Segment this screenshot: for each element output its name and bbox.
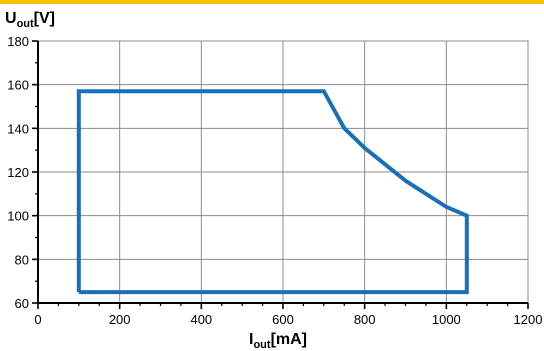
x-tick-label: 1000 <box>432 312 461 327</box>
x-tick-label: 1200 <box>514 312 543 327</box>
x-tick-label: 200 <box>109 312 131 327</box>
y-tick-label: 120 <box>7 165 29 180</box>
y-tick-label: 180 <box>7 34 29 49</box>
grid <box>37 40 529 304</box>
y-tick-label: 100 <box>7 209 29 224</box>
x-tick-label: 400 <box>190 312 212 327</box>
axes <box>32 40 529 309</box>
y-tick-label: 60 <box>15 296 29 311</box>
x-tick-label: 600 <box>272 312 294 327</box>
y-tick-label: 80 <box>15 252 29 267</box>
tick-labels: 0 200 400 600 800 1000 1200 60 80 100 120 140 160 180 <box>7 34 542 327</box>
y-tick-label: 160 <box>7 78 29 93</box>
x-tick-label: 800 <box>354 312 376 327</box>
y-tick-label: 140 <box>7 121 29 136</box>
y-axis-title: Uout[V] <box>5 10 55 30</box>
x-axis-title: Iout[mA] <box>249 331 307 351</box>
x-tick-label: 0 <box>34 312 41 327</box>
operating-area-line <box>76 89 469 295</box>
accent-bar <box>0 0 544 4</box>
series-layer <box>76 89 469 295</box>
